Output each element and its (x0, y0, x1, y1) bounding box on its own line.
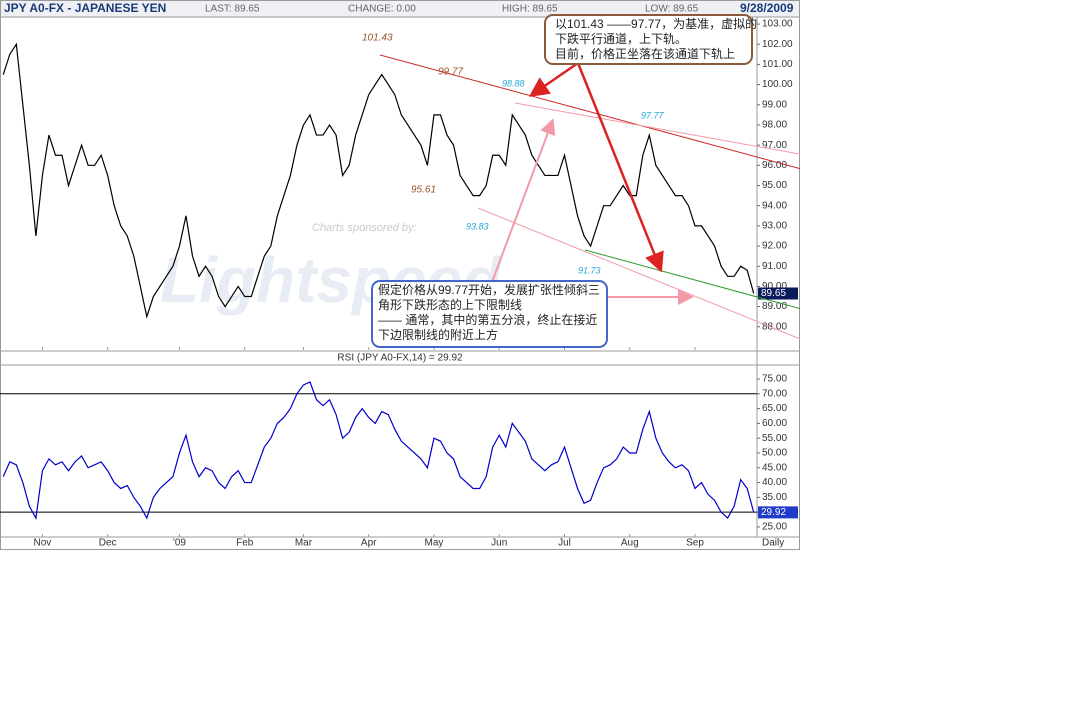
y-tick-label: 40.00 (762, 477, 787, 488)
y-tick-label: 94.00 (762, 200, 787, 211)
triangle-lower (477, 207, 816, 346)
callout-text: 以101.43 ——97.77，为基准，虚拟的 (555, 16, 757, 31)
interval: Daily (762, 538, 784, 549)
y-tick-label: 75.00 (762, 374, 787, 385)
watermark-sponsor: Charts sponsored by: (312, 222, 417, 234)
channel-upper (379, 54, 806, 171)
rsi-title: RSI (JPY A0-FX,14) = 29.92 (337, 353, 463, 364)
y-tick-label: 96.00 (762, 160, 787, 171)
symbol-title: JPY A0-FX - JAPANESE YEN (4, 1, 166, 15)
y-tick-label: 45.00 (762, 462, 787, 473)
last-value-label: 89.65 (761, 288, 786, 299)
x-tick-label: Jun (491, 538, 507, 549)
y-tick-label: 93.00 (762, 221, 787, 232)
y-tick-label: 60.00 (762, 418, 787, 429)
x-tick-label: Sep (686, 538, 704, 549)
x-tick-label: Dec (99, 538, 117, 549)
channel-lower (584, 249, 806, 311)
y-tick-label: 89.00 (762, 301, 787, 312)
y-tick-label: 55.00 (762, 433, 787, 444)
arrow (576, 62, 664, 273)
line (2, 42, 755, 320)
y-tick-label: 25.00 (762, 522, 787, 533)
plot: 88.00 89.00 90.00 91.00 92.00 93.00 94.00 95.00… (0, 19, 798, 549)
y-tick-label: 65.00 (762, 403, 787, 414)
callout-box (544, 14, 753, 65)
price-annotation: 101.43 (362, 33, 393, 44)
arrow (491, 118, 556, 283)
y-tick-label: 95.00 (762, 180, 787, 191)
y-tick-label: 35.00 (762, 492, 787, 503)
y-tick-label: 103.00 (762, 19, 793, 30)
callout-text: 下跌平行通道，上下轨。 (555, 31, 687, 46)
callout-text: 角形下跌形态的上下限制线 (378, 297, 522, 312)
high: HIGH: 89.65 (502, 4, 558, 15)
price-annotation: 95.61 (411, 185, 436, 196)
y-tick-label: 97.00 (762, 140, 787, 151)
last-value-box (758, 506, 798, 519)
x-tick-label: '09 (173, 538, 186, 549)
callout-text: 下边限制线的附近上方 (378, 327, 498, 342)
x-tick-label: Feb (236, 538, 254, 549)
date: 9/28/2009 (740, 1, 794, 15)
y-tick-label: 90.00 (762, 281, 787, 292)
callout-text: 假定价格从99.77开始，发展扩张性倾斜三 (378, 282, 600, 297)
low: LOW: 89.65 (645, 4, 699, 15)
x-tick-label: Nov (34, 538, 52, 549)
x-tick-label: Jul (558, 538, 571, 549)
x-tick-label: Mar (295, 538, 313, 549)
y-tick-label: 100.00 (762, 79, 793, 90)
y-tick-label: 91.00 (762, 261, 787, 272)
y-tick-label: 88.00 (762, 321, 787, 332)
last-value-label: 29.92 (761, 507, 786, 518)
y-tick-label: 98.00 (762, 120, 787, 131)
x-tick-label: Apr (361, 538, 377, 549)
line (2, 381, 755, 520)
callout-box (371, 280, 608, 348)
last: LAST: 89.65 (205, 4, 260, 15)
callout-text: 目前，价格正坐落在该通道下轨上 (555, 46, 735, 61)
y-tick-label: 50.00 (762, 448, 787, 459)
price-annotation: 93.83 (466, 221, 489, 231)
y-tick-label: 92.00 (762, 241, 787, 252)
y-tick-label: 99.00 (762, 99, 787, 110)
price-annotation: 98.88 (502, 78, 525, 88)
triangle-upper (514, 102, 806, 156)
x-tick-label: Aug (621, 538, 639, 549)
change: CHANGE: 0.00 (348, 4, 416, 15)
y-tick-label: 102.00 (762, 39, 793, 50)
header-bar (1, 1, 799, 17)
y-tick-label: 101.00 (762, 59, 793, 70)
callout-text: —— 通常，其中的第五分浪，终止在接近 (378, 312, 597, 327)
arrow (528, 61, 579, 97)
price-annotation: 99.77 (438, 67, 463, 78)
chart: JPY A0-FX - JAPANESE YEN LAST: 89.65 CHA… (0, 0, 816, 550)
x-tick-label: May (425, 538, 444, 549)
price-annotation: 91.73 (578, 265, 601, 275)
last-value-box (758, 287, 798, 300)
y-tick-label: 70.00 (762, 388, 787, 399)
price-annotation: 97.77 (641, 110, 665, 120)
